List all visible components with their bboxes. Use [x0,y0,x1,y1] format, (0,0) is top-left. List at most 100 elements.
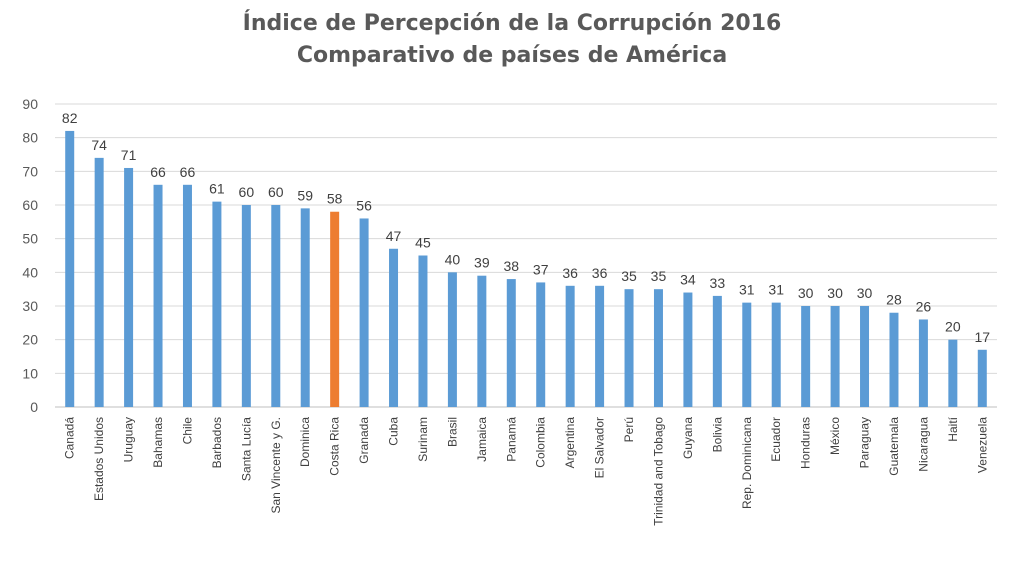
bar [477,275,487,407]
chart-title: Índice de Percepción de la Corrupción 20… [0,8,1024,72]
data-label: 20 [945,319,961,335]
data-label: 74 [91,137,107,153]
data-label: 35 [651,268,667,284]
bar [624,289,634,407]
data-label: 60 [239,184,255,200]
x-tick-label: Trinidad and Tobago [651,417,665,526]
bar [948,339,958,407]
data-label: 59 [297,187,313,203]
data-label: 45 [415,235,431,251]
data-label: 47 [386,228,402,244]
y-tick-label: 20 [22,332,38,348]
x-tick-label: Barbados [210,417,224,468]
x-tick-label: Granada [357,417,371,464]
chart-title-line1: Índice de Percepción de la Corrupción 20… [242,11,782,36]
y-tick-label: 10 [22,365,38,381]
bar [359,218,369,407]
bar [330,211,340,407]
x-tick-label: El Salvador [593,417,607,478]
y-tick-label: 90 [22,96,38,112]
bar [212,201,222,407]
x-tick-label: Bolivia [710,417,724,453]
x-tick-label: México [828,417,842,455]
x-tick-label: Perú [622,417,636,442]
data-label: 37 [533,261,549,277]
data-label: 40 [445,251,461,267]
data-label: 34 [680,272,696,288]
bar [241,205,251,407]
x-tick-label: Venezuela [975,417,989,473]
x-tick-label: Paraguay [858,417,872,468]
data-label: 71 [121,147,137,163]
x-tick-label: Costa Rica [328,417,342,476]
bar [300,208,310,407]
data-label: 28 [886,292,902,308]
data-label: 17 [974,329,990,345]
y-tick-label: 30 [22,298,38,314]
data-label: 39 [474,255,490,271]
bar [565,285,575,407]
y-tick-label: 70 [22,163,38,179]
bar [977,349,987,407]
bar [801,306,811,407]
data-label: 82 [62,110,78,126]
bar [918,319,928,407]
data-label: 66 [150,164,166,180]
data-label: 36 [592,265,608,281]
y-tick-label: 50 [22,231,38,247]
data-label: 66 [180,164,196,180]
data-label: 33 [710,275,726,291]
bar [94,157,104,407]
y-tick-label: 0 [30,399,38,415]
data-label: 31 [739,282,755,298]
y-tick-label: 40 [22,264,38,280]
bar [830,306,840,407]
bar [389,248,399,407]
x-tick-label: Canadá [63,417,77,459]
data-label: 31 [768,282,784,298]
x-tick-label: Rep. Dominicana [740,417,754,509]
data-label: 36 [562,265,578,281]
x-tick-label: Estados Unidos [92,417,106,501]
x-tick-label: Santa Lucía [239,417,253,481]
bar [653,289,663,407]
x-tick-label: Nicaragua [916,417,930,472]
x-tick-label: Argentina [563,417,577,469]
bar [65,130,75,407]
data-label: 56 [356,197,372,213]
y-tick-label: 60 [22,197,38,213]
x-tick-label: Guatemala [887,417,901,476]
x-tick-label: Bahamas [151,417,165,468]
bar [742,302,752,407]
x-tick-label: Jamaica [475,417,489,462]
bar [536,282,546,407]
data-label: 38 [503,258,519,274]
x-tick-label: Uruguay [122,417,136,462]
bar [860,306,870,407]
x-tick-label: Haití [946,416,960,441]
y-tick-label: 80 [22,130,38,146]
bar [153,184,163,407]
x-tick-label: Panamá [504,417,518,462]
bar [271,205,281,407]
data-label: 60 [268,184,284,200]
bar [595,285,605,407]
bar [506,279,516,407]
bar [889,312,899,407]
bar [418,255,428,407]
data-label: 58 [327,191,343,207]
bar [447,272,457,407]
x-tick-label: Surinam [416,417,430,462]
data-label: 26 [916,298,932,314]
data-label: 61 [209,181,225,197]
x-tick-label: Brasil [445,417,459,447]
x-tick-label: Honduras [799,417,813,469]
data-label: 35 [621,268,637,284]
bar [771,302,781,407]
x-tick-label: Guyana [681,417,695,459]
x-tick-label: San Vincente y G. [269,417,283,514]
bar [124,167,134,407]
x-tick-label: Cuba [387,417,401,446]
chart-subtitle: Comparativo de países de América [296,43,728,68]
